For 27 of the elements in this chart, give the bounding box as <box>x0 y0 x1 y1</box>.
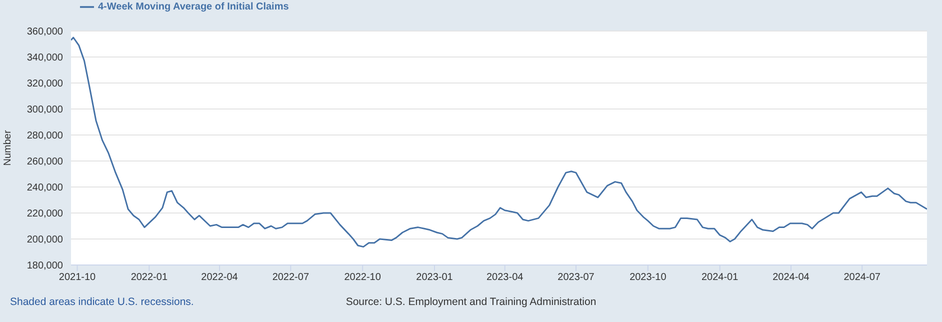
y-tick-label: 320,000 <box>26 78 64 90</box>
x-tick-label: 2023-04 <box>486 272 524 284</box>
y-tick-label: 280,000 <box>26 130 64 142</box>
x-tick-label: 2024-04 <box>772 272 810 284</box>
y-tick-label: 200,000 <box>26 234 64 246</box>
y-tick-label: 340,000 <box>26 52 64 64</box>
text: Shaded areas indicate U.S. recessions. <box>10 296 194 308</box>
y-tick-label: 360,000 <box>26 26 64 38</box>
y-tick-label: 180,000 <box>26 260 64 272</box>
x-tick-label: 2022-10 <box>344 272 382 284</box>
x-tick-label: 2022-04 <box>201 272 238 284</box>
y-tick-label: 220,000 <box>26 208 64 220</box>
x-tick-label: 2023-01 <box>416 272 454 284</box>
y-tick-label: 300,000 <box>26 104 64 116</box>
x-tick-label: 2022-07 <box>272 272 310 284</box>
x-tick-label: 2023-07 <box>558 272 595 284</box>
x-tick-label: 2023-10 <box>630 272 667 284</box>
y-axis-title: Number <box>2 130 14 166</box>
legend-label: 4-Week Moving Average of Initial Claims <box>98 2 289 13</box>
x-tick-label: 2021-10 <box>58 272 96 284</box>
line-series <box>71 36 927 248</box>
x-tick-label: 2024-01 <box>701 272 739 284</box>
x-tick-label: 2024-07 <box>844 272 881 284</box>
source-note: Source: U.S. Employment and Training Administration <box>346 296 596 308</box>
y-tick-label: 260,000 <box>26 156 64 168</box>
y-tick-label: 240,000 <box>26 182 64 194</box>
x-tick-label: 2022-01 <box>130 272 168 284</box>
